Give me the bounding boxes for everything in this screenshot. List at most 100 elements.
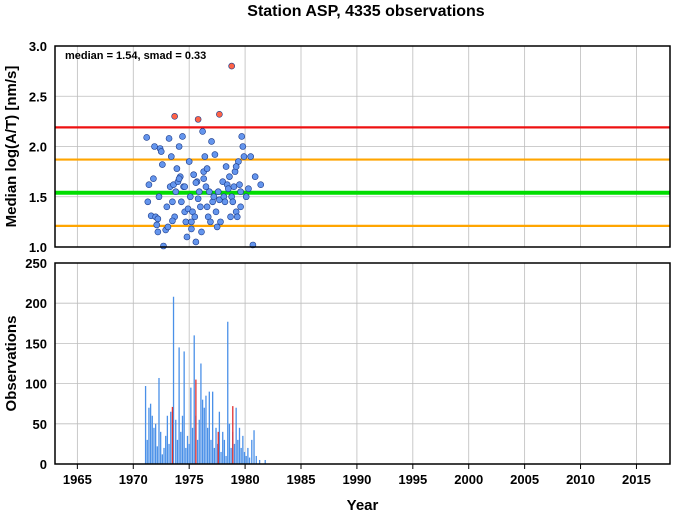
top-ytick-label: 2.5 bbox=[29, 89, 47, 104]
scatter-point bbox=[151, 143, 158, 150]
scatter-point bbox=[201, 153, 209, 160]
x-tick-label: 1980 bbox=[231, 472, 260, 487]
scatter-point bbox=[195, 188, 203, 196]
scatter-point-outlier bbox=[194, 116, 202, 123]
scatter-point bbox=[154, 228, 162, 236]
scatter-point bbox=[170, 181, 177, 188]
scatter-point bbox=[198, 228, 205, 236]
scatter-point bbox=[200, 175, 208, 182]
scatter-point bbox=[232, 163, 240, 170]
scatter-point bbox=[237, 203, 244, 211]
scatter-point bbox=[188, 225, 195, 233]
scatter-point bbox=[145, 181, 153, 188]
x-tick-label: 2005 bbox=[510, 472, 539, 487]
scatter-point bbox=[175, 175, 183, 182]
scatter-point bbox=[219, 178, 227, 185]
scatter-point bbox=[167, 153, 175, 160]
scatter-point bbox=[203, 203, 211, 211]
bottom-ytick-label: 0 bbox=[40, 457, 47, 472]
x-tick-label: 1995 bbox=[398, 472, 427, 487]
scatter-point bbox=[251, 173, 259, 180]
scatter-point bbox=[160, 242, 167, 250]
scatter-point bbox=[165, 135, 173, 142]
chart-title: Station ASP, 4335 observations bbox=[247, 3, 485, 20]
scatter-point bbox=[179, 133, 186, 140]
scatter-point bbox=[197, 203, 204, 211]
scatter-point bbox=[159, 161, 166, 168]
x-axis-title: Year bbox=[347, 497, 379, 511]
scatter-point bbox=[190, 171, 197, 178]
scatter-point bbox=[257, 181, 265, 188]
scatter-point bbox=[169, 217, 176, 225]
scatter-point bbox=[153, 221, 161, 229]
x-tick-label: 1975 bbox=[175, 472, 204, 487]
scatter-point bbox=[169, 198, 176, 206]
scatter-point bbox=[221, 198, 229, 206]
x-tick-label: 2015 bbox=[622, 472, 651, 487]
scatter-point-outlier bbox=[216, 111, 223, 118]
x-tick-label: 1990 bbox=[342, 472, 371, 487]
scatter-point bbox=[230, 183, 238, 190]
top-panel: 1.0 1.5 2.0 2.5 3.0 median = 1.54, smad = 0.3… bbox=[3, 39, 671, 255]
scatter-point bbox=[206, 188, 213, 196]
scatter-point bbox=[154, 215, 162, 223]
scatter-point bbox=[144, 198, 152, 206]
scatter-point bbox=[227, 213, 234, 221]
top-ytick-label: 2.0 bbox=[29, 140, 47, 155]
top-ytick-label: 1.5 bbox=[29, 190, 47, 205]
scatter-point bbox=[211, 151, 219, 158]
scatter-point bbox=[225, 185, 232, 193]
scatter-point bbox=[238, 133, 246, 140]
scatter-point bbox=[207, 218, 214, 226]
scatter-point bbox=[164, 223, 172, 231]
stats-annotation: median = 1.54, smad = 0.33 bbox=[65, 50, 206, 62]
scatter-point bbox=[208, 138, 215, 145]
scatter-point bbox=[157, 148, 165, 155]
scatter-point bbox=[239, 143, 247, 150]
bottom-ytick-label: 100 bbox=[25, 377, 47, 392]
top-y-axis-title: Median log(A/T) [nm/s] bbox=[3, 66, 20, 228]
scatter-point bbox=[192, 179, 200, 186]
bottom-ytick-label: 200 bbox=[25, 296, 47, 311]
x-tick-label: 1970 bbox=[119, 472, 148, 487]
scatter-point bbox=[237, 188, 244, 196]
bottom-ytick-label: 150 bbox=[25, 336, 47, 351]
x-tick-label: 1965 bbox=[63, 472, 92, 487]
top-ytick-label: 1.0 bbox=[29, 240, 47, 255]
scatter-point bbox=[173, 165, 181, 172]
scatter-point bbox=[214, 188, 222, 196]
scatter-point bbox=[182, 218, 190, 226]
scatter-point bbox=[163, 203, 171, 211]
scatter-point bbox=[217, 218, 224, 226]
scatter-point bbox=[188, 218, 195, 226]
scatter-point bbox=[202, 183, 210, 190]
bottom-ytick-label: 250 bbox=[25, 256, 47, 271]
scatter-point bbox=[143, 134, 150, 141]
scatter-point bbox=[150, 175, 157, 182]
x-tick-label: 2000 bbox=[454, 472, 483, 487]
scatter-point bbox=[245, 185, 252, 193]
scatter-point bbox=[187, 193, 194, 201]
scatter-point bbox=[213, 223, 221, 231]
scatter-point bbox=[236, 181, 243, 188]
scatter-point bbox=[185, 158, 193, 165]
scatter-point bbox=[247, 153, 254, 160]
scatter-point bbox=[184, 205, 192, 213]
scatter-point bbox=[175, 143, 183, 150]
scatter-point bbox=[194, 195, 202, 203]
bottom-panel: 1965 1970 1975 1980 1985 1990 1995 2000 2005 2010… bbox=[3, 256, 671, 511]
scatter-point bbox=[155, 193, 163, 201]
scatter-point bbox=[191, 213, 199, 221]
scatter-point bbox=[181, 183, 189, 190]
scatter-point-outlier bbox=[171, 113, 178, 120]
scatter-point bbox=[172, 188, 180, 196]
bottom-y-axis-title: Observations bbox=[3, 316, 20, 412]
scatter-point bbox=[229, 198, 237, 206]
top-ytick-label: 3.0 bbox=[29, 39, 47, 54]
scatter-point bbox=[199, 128, 206, 135]
scatter-point bbox=[192, 238, 200, 246]
scatter-point bbox=[242, 193, 250, 201]
scatter-point bbox=[240, 153, 248, 160]
